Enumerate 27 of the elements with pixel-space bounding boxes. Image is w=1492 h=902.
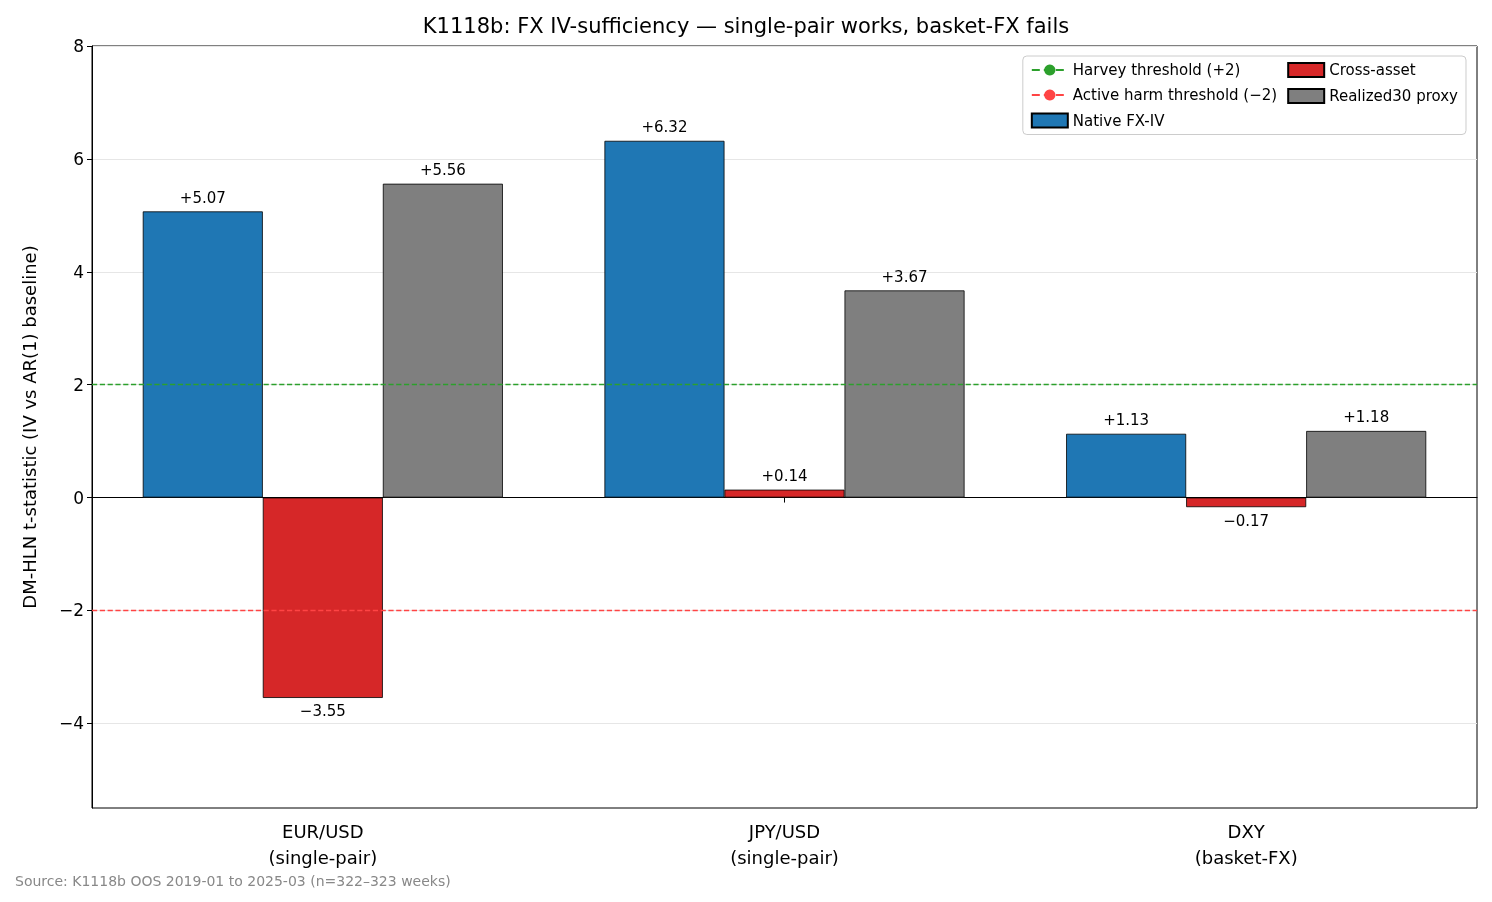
- y-tick-label: 4: [73, 261, 84, 282]
- legend-label: Active harm threshold (−2): [1072, 86, 1278, 104]
- legend-label: Native FX-IV: [1072, 111, 1166, 130]
- data-label: −0.17: [1223, 511, 1270, 530]
- y-tick-label: 6: [73, 148, 84, 169]
- legend-label: Harvey threshold (+2): [1072, 61, 1241, 79]
- y-tick-label: −4: [58, 713, 84, 734]
- data-label: +5.07: [179, 188, 226, 207]
- y-axis-title: DM-HLN t-statistic (IV vs AR(1) baseline): [18, 245, 40, 609]
- data-label: +3.67: [881, 267, 928, 286]
- legend-label: Cross-asset: [1329, 61, 1416, 79]
- data-label: +1.13: [1103, 411, 1150, 430]
- data-label: +6.32: [641, 118, 688, 137]
- data-label: +1.18: [1343, 408, 1390, 427]
- y-tick-label: 2: [73, 374, 84, 395]
- y-tick-label: 8: [73, 36, 84, 56]
- data-label: +0.14: [761, 467, 808, 486]
- data-label: −3.55: [299, 702, 346, 721]
- x-tick-label: DXY (basket-FX): [1194, 820, 1298, 868]
- source-note: Source: K1118b OOS 2019-01 to 2025-03 (n=322–323 weeks): [15, 873, 451, 889]
- chart-title: K1118b: FX IV-sufficiency — single-pair works, basket-FX fails: [422, 13, 1070, 38]
- data-label: +5.56: [419, 161, 466, 180]
- x-tick-label: JPY/USD (single-pair): [730, 820, 839, 868]
- x-tick-label: EUR/USD (single-pair): [268, 820, 378, 868]
- legend-label: Realized30 proxy: [1329, 87, 1459, 105]
- y-tick-label: 0: [73, 487, 84, 508]
- y-tick-label: −2: [58, 600, 84, 621]
